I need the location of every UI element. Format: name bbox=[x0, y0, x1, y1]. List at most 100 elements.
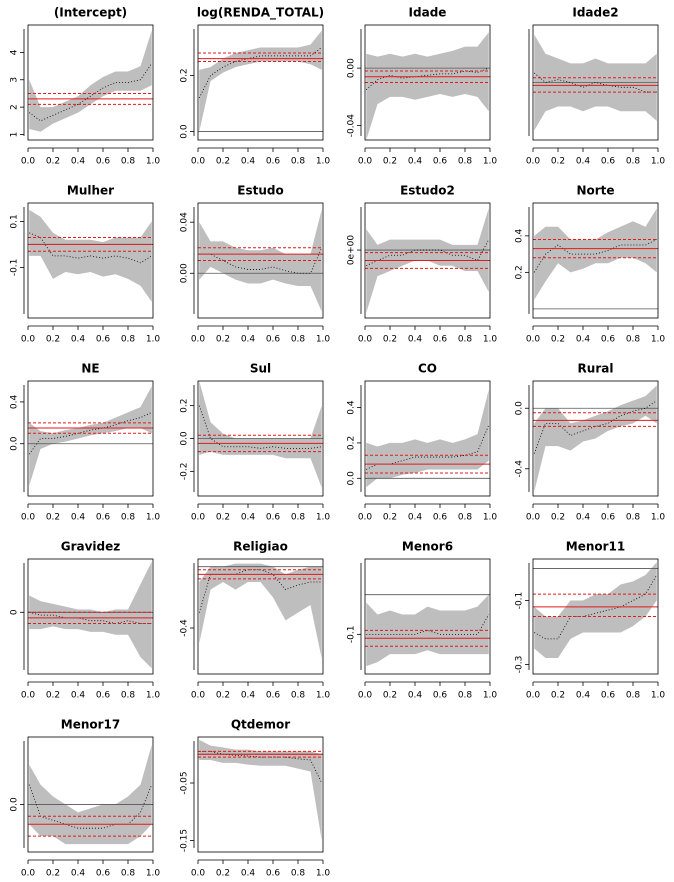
x-tick-label: 0.2 bbox=[216, 513, 230, 523]
confidence-band bbox=[29, 30, 152, 132]
x-tick-label: 1.0 bbox=[146, 691, 161, 701]
y-tick-label: 3 bbox=[10, 77, 20, 83]
x-tick-label: 0.8 bbox=[121, 691, 136, 701]
panel-title: Menor17 bbox=[61, 718, 120, 732]
x-tick-label: 0.0 bbox=[21, 157, 36, 167]
x-tick-label: 0.2 bbox=[551, 335, 565, 345]
coef-line bbox=[534, 574, 658, 640]
plot-frame bbox=[197, 24, 324, 141]
confidence-band bbox=[199, 739, 322, 841]
x-tick-label: 0.6 bbox=[96, 157, 111, 167]
plot-frame bbox=[532, 558, 659, 675]
x-tick-label: 0.8 bbox=[121, 869, 136, 879]
plot-frame bbox=[27, 24, 154, 141]
x-tick-label: 0.0 bbox=[526, 513, 541, 523]
x-tick-label: 0.4 bbox=[241, 869, 256, 879]
plot-frame bbox=[532, 202, 659, 319]
confidence-band bbox=[199, 563, 322, 659]
x-tick-label: 0.2 bbox=[216, 691, 230, 701]
x-tick-label: 0.8 bbox=[291, 691, 306, 701]
x-tick-label: 0.0 bbox=[191, 513, 206, 523]
x-tick-label: 0.0 bbox=[526, 157, 541, 167]
y-tick-label: 0.2 bbox=[515, 265, 525, 279]
x-tick-label: 0.4 bbox=[408, 513, 423, 523]
x-tick-label: 0.6 bbox=[96, 691, 111, 701]
y-tick-label: -0.15 bbox=[180, 829, 190, 852]
x-tick-label: 0.8 bbox=[291, 335, 306, 345]
y-tick-label: -0.05 bbox=[180, 771, 190, 794]
x-tick-label: 0.2 bbox=[383, 513, 397, 523]
x-tick-label: 0.4 bbox=[576, 335, 591, 345]
x-tick-label: 0.6 bbox=[601, 691, 616, 701]
confidence-band bbox=[366, 32, 489, 140]
confidence-band bbox=[534, 562, 657, 659]
x-tick-label: 0.6 bbox=[266, 691, 281, 701]
x-tick-label: 0.2 bbox=[216, 869, 230, 879]
y-tick-label: 2 bbox=[10, 104, 20, 110]
x-tick-label: 1.0 bbox=[146, 869, 161, 879]
y-tick-label: 0.0 bbox=[10, 797, 20, 812]
y-tick-label: 0.4 bbox=[515, 228, 525, 243]
panel-title: Sul bbox=[250, 362, 271, 376]
x-tick-label: 0.0 bbox=[191, 869, 206, 879]
y-tick-label: 0.4 bbox=[10, 394, 20, 409]
x-tick-label: 1.0 bbox=[651, 335, 666, 345]
x-tick-label: 0.0 bbox=[358, 157, 373, 167]
x-tick-label: 0.0 bbox=[358, 513, 373, 523]
panel-title: Gravidez bbox=[61, 540, 121, 554]
y-tick-label: -0.04 bbox=[347, 114, 357, 138]
x-tick-label: 0.6 bbox=[433, 335, 448, 345]
x-tick-label: 0.4 bbox=[71, 335, 86, 345]
y-tick-label: 1 bbox=[10, 132, 20, 138]
x-tick-label: 1.0 bbox=[146, 157, 161, 167]
coef-line bbox=[366, 425, 490, 470]
confidence-band bbox=[199, 381, 322, 488]
y-tick-label: 0.0 bbox=[347, 471, 357, 486]
confidence-band bbox=[29, 386, 152, 486]
x-tick-label: 1.0 bbox=[316, 513, 331, 523]
panel-title: Estudo2 bbox=[400, 184, 455, 198]
x-tick-label: 0.0 bbox=[191, 335, 206, 345]
plot-frame bbox=[27, 380, 154, 497]
x-tick-label: 0.0 bbox=[21, 869, 36, 879]
y-tick-label: 0.1 bbox=[10, 214, 20, 228]
x-tick-label: 1.0 bbox=[651, 691, 666, 701]
y-tick-label: 0.0 bbox=[180, 124, 190, 139]
panel-title: Estudo bbox=[237, 184, 283, 198]
x-tick-label: 1.0 bbox=[483, 157, 498, 167]
y-tick-label: -0.1 bbox=[515, 592, 525, 610]
x-tick-label: 0.8 bbox=[458, 513, 473, 523]
x-tick-label: 0.2 bbox=[551, 157, 565, 167]
x-tick-label: 0.8 bbox=[458, 335, 473, 345]
x-tick-label: 0.6 bbox=[96, 335, 111, 345]
x-tick-label: 0.4 bbox=[576, 691, 591, 701]
x-tick-label: 0.4 bbox=[241, 157, 256, 167]
y-tick-label: 0.0 bbox=[515, 401, 525, 416]
x-tick-label: 0.6 bbox=[266, 513, 281, 523]
x-tick-label: 0.2 bbox=[216, 335, 230, 345]
x-tick-label: 0.2 bbox=[46, 869, 60, 879]
y-tick-label: -0.1 bbox=[10, 259, 20, 277]
coef-line bbox=[29, 232, 152, 264]
confidence-band bbox=[366, 389, 489, 488]
x-tick-label: 0.2 bbox=[383, 157, 397, 167]
plot-frame bbox=[364, 202, 491, 319]
x-tick-label: 0.4 bbox=[71, 157, 86, 167]
x-tick-label: 0.8 bbox=[458, 157, 473, 167]
plot-frame bbox=[532, 24, 659, 141]
x-tick-label: 0.2 bbox=[551, 513, 565, 523]
x-tick-label: 0.4 bbox=[241, 691, 256, 701]
x-tick-label: 0.2 bbox=[46, 335, 60, 345]
x-tick-label: 1.0 bbox=[483, 513, 498, 523]
x-tick-label: 0.8 bbox=[291, 513, 306, 523]
panel-title: Norte bbox=[576, 184, 614, 198]
y-tick-label: 0.04 bbox=[180, 212, 190, 232]
x-tick-label: 0.2 bbox=[46, 157, 60, 167]
x-tick-label: 0.4 bbox=[241, 513, 256, 523]
y-tick-label: -0.4 bbox=[515, 460, 525, 478]
x-tick-label: 0.0 bbox=[526, 335, 541, 345]
y-tick-label: -0.1 bbox=[347, 626, 357, 644]
x-tick-label: 0.0 bbox=[191, 157, 206, 167]
x-tick-label: 0.6 bbox=[96, 513, 111, 523]
